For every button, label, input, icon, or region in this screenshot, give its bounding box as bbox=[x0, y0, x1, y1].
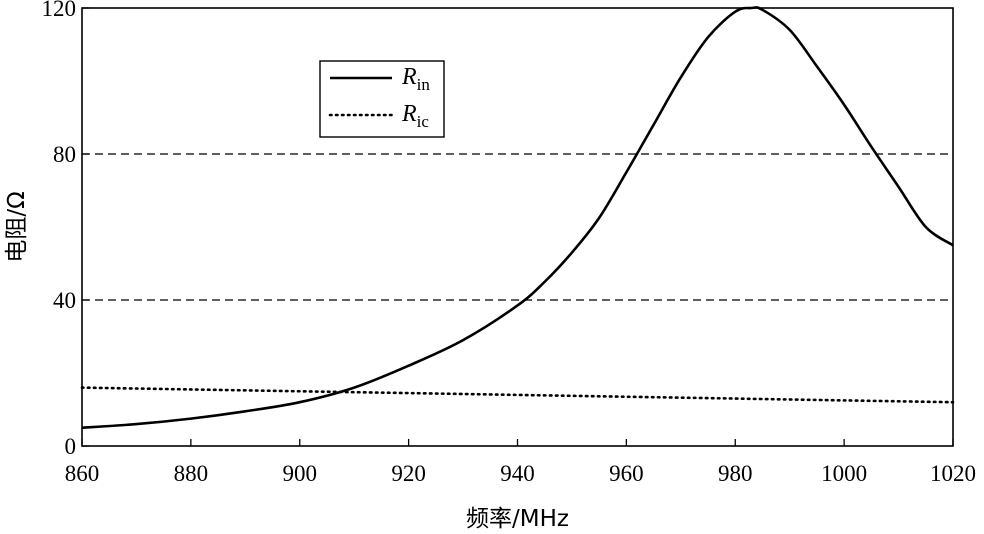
x-tick-label-860: 860 bbox=[65, 461, 100, 486]
legend: Rin Ric bbox=[319, 60, 445, 138]
x-tick-label-900: 900 bbox=[283, 461, 318, 486]
y-axis-title: 电阻/Ω bbox=[4, 191, 30, 262]
axis-ticks: 860 880 900 920 940 960 980 1000 1020 0 40 80 120 bbox=[42, 0, 977, 486]
grid-lines bbox=[82, 153, 953, 301]
x-tick-label-880: 880 bbox=[174, 461, 209, 486]
legend-label-r-ic-sub: ic bbox=[417, 112, 430, 131]
x-axis-title: 频率/MHz bbox=[466, 506, 569, 532]
legend-label-r-in-main: R bbox=[401, 64, 417, 90]
legend-label-r-in-sub: in bbox=[417, 75, 431, 94]
series-line-r-ic bbox=[80, 386, 955, 404]
legend-label-r-in: Rin bbox=[401, 64, 430, 94]
x-tick-label-960: 960 bbox=[609, 461, 644, 486]
legend-label-r-ic-main: R bbox=[401, 101, 417, 127]
legend-box bbox=[319, 60, 445, 138]
x-tick-label-940: 940 bbox=[500, 461, 535, 486]
series-line-r-in bbox=[81, 6, 954, 430]
y-tick-label-0: 0 bbox=[65, 434, 77, 459]
x-tick-label-1020: 1020 bbox=[930, 461, 976, 486]
y-tick-label-120: 120 bbox=[42, 0, 77, 21]
x-tick-label-1000: 1000 bbox=[821, 461, 867, 486]
x-tick-label-920: 920 bbox=[391, 461, 426, 486]
y-tick-label-80: 80 bbox=[53, 142, 76, 167]
x-tick-label-980: 980 bbox=[718, 461, 753, 486]
legend-label-r-ic: Ric bbox=[401, 101, 429, 131]
y-tick-label-40: 40 bbox=[53, 288, 76, 313]
series-lines bbox=[80, 6, 955, 430]
